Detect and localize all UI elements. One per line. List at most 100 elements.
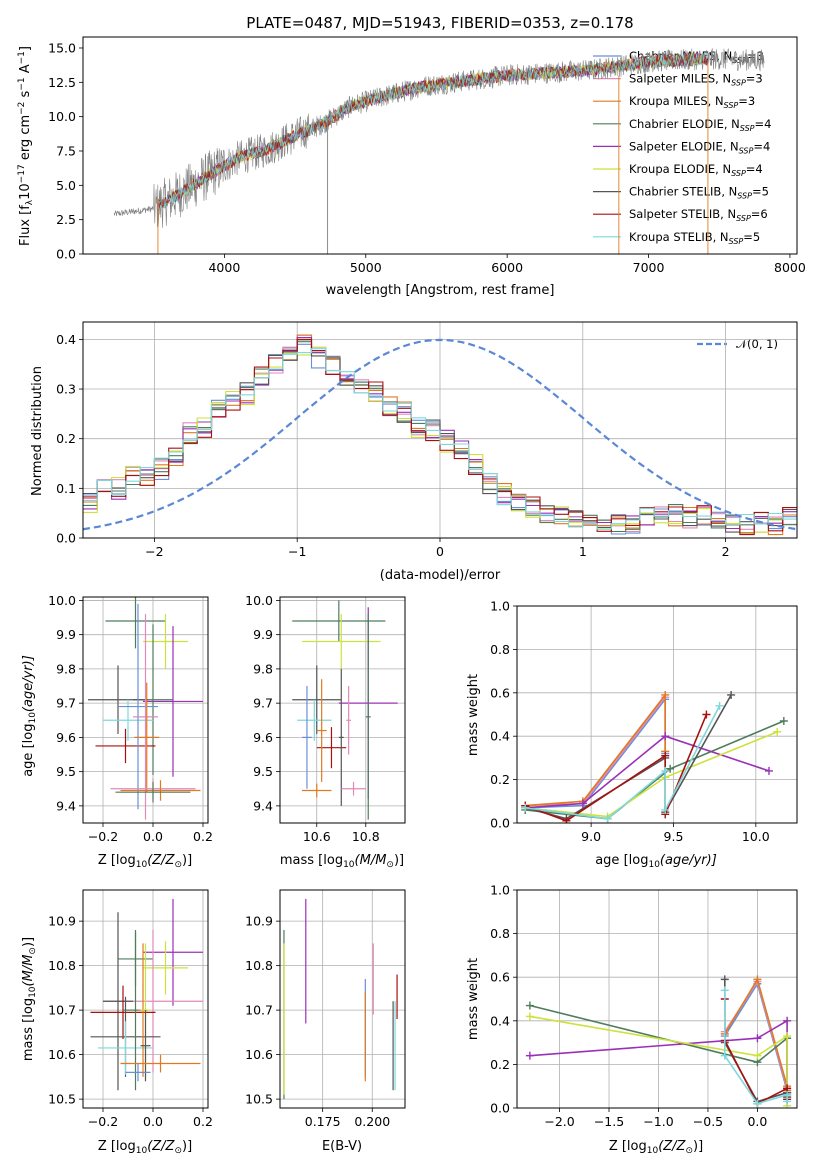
massweight-vs-z-point-marker <box>525 1012 534 1021</box>
massweight-vs-z-xtick-label: −0.5 <box>693 1114 723 1129</box>
massweight-vs-age-point-marker <box>661 732 670 741</box>
massweight-vs-z-xlabel: Z [log10(Z/Z⊙)] <box>609 1139 703 1156</box>
mass-vs-z-xtick-label: 0.0 <box>143 1114 163 1129</box>
mass-vs-z-ytick-label: 10.6 <box>48 1047 76 1062</box>
mass-vs-ebv-ytick-label: 10.7 <box>245 1003 273 1018</box>
age-vs-z-errorbar <box>134 682 160 793</box>
massweight-vs-z-ytick-label: 0.2 <box>490 1057 510 1072</box>
mass-vs-ebv-xtick-label: 0.175 <box>305 1114 341 1129</box>
residuals-ytick-label: 0.0 <box>56 531 76 546</box>
age-vs-z-ylabel: age [log10(age/yr)] <box>21 655 38 777</box>
age-vs-z-ytick-label: 9.7 <box>56 696 76 711</box>
model-spectrum-kroupa-stelib <box>157 53 708 212</box>
massweight-vs-z-ytick-label: 0.0 <box>490 1101 510 1116</box>
residuals-frame <box>82 321 798 539</box>
massweight-vs-age-series-line <box>525 731 778 818</box>
massweight-vs-age-point-marker <box>765 766 773 775</box>
age-vs-z-ytick-label: 9.4 <box>56 798 76 813</box>
massweight-vs-age-point-marker <box>603 814 612 823</box>
mass-vs-z-ytick-label: 10.9 <box>48 914 76 929</box>
mass-vs-ebv-xtick-label: 0.200 <box>354 1114 390 1129</box>
legend-label: Chabrier ELODIE, NSSP=4 <box>629 117 771 133</box>
residuals-xtick-label: −1 <box>288 544 306 559</box>
spectrum-ytick-label: 15.0 <box>48 40 76 55</box>
model-spectrum-salpeter-miles <box>157 52 708 211</box>
mass-vs-z-panel: Z [log10(Z/Z⊙)] mass [log10(M/M⊙)] −0.2 0… <box>21 889 213 1156</box>
age-vs-z-ytick-label: 9.8 <box>56 661 76 676</box>
age-vs-mass-errorbar <box>297 699 332 741</box>
spectrum-xtick-label: 8000 <box>774 260 806 275</box>
age-vs-mass-errorbar <box>302 614 381 669</box>
mass-vs-ebv-plot-area <box>280 890 405 1108</box>
mass-vs-z-xtick-label: −0.2 <box>88 1114 118 1129</box>
spectrum-xtick-label: 5000 <box>350 260 382 275</box>
spectrum-xtick-label: 6000 <box>491 260 523 275</box>
age-vs-z-plot-area <box>83 597 208 823</box>
residuals-xtick-label: 0 <box>436 544 444 559</box>
spectrum-ytick-label: 0.0 <box>56 247 76 262</box>
legend-label: Kroupa ELODIE, NSSP=4 <box>629 162 763 178</box>
mass-vs-ebv-ytick-label: 10.5 <box>245 1092 273 1107</box>
massweight-vs-z-point-marker <box>525 1051 534 1060</box>
massweight-vs-z-ytick-label: 0.4 <box>490 1013 510 1028</box>
residual-hist-kroupa-stelib <box>83 348 797 530</box>
massweight-vs-z-panel: Z [log10(Z/Z⊙)] mass weight −2.0 −1.5 −1.0… <box>466 883 798 1156</box>
mass-vs-z-ytick-label: 10.5 <box>48 1092 76 1107</box>
mass-vs-z-errorbar <box>103 912 133 1091</box>
mass-vs-ebv-xlabel: E(B-V) <box>322 1139 362 1154</box>
massweight-vs-z-plot-area <box>517 890 797 1108</box>
legend-label: Kroupa MILES, NSSP=3 <box>629 94 755 110</box>
age-vs-mass-errorbar <box>338 668 344 806</box>
massweight-vs-age-point-marker <box>715 701 724 710</box>
residuals-ylabel: Normed distribution <box>30 366 45 496</box>
age-vs-mass-xtick-label: 10.8 <box>352 829 380 844</box>
massweight-vs-z-point-marker <box>783 1016 792 1025</box>
legend-label: Salpeter MILES, NSSP=3 <box>629 72 763 88</box>
residual-hist-salpeter-stelib <box>83 338 797 536</box>
mass-vs-z-ytick-label: 10.8 <box>48 958 76 973</box>
massweight-vs-z-xtick-label: 0.0 <box>747 1114 767 1129</box>
spectrum-ytick-label: 7.5 <box>56 143 76 158</box>
massweight-vs-z-series-line <box>529 1015 788 1106</box>
massweight-vs-age-series-line <box>525 735 770 809</box>
residuals-plot-area <box>83 322 797 538</box>
massweight-vs-z-series-line <box>724 990 788 1105</box>
massweight-vs-age-panel: age [log10(age/yr)] mass weight 9.0 9.5 10… <box>466 599 798 870</box>
massweight-vs-z-point-marker <box>783 1097 792 1106</box>
age-vs-mass-xlabel: mass [log10(M/M⊙)] <box>280 853 404 870</box>
age-vs-mass-ytick-label: 9.4 <box>253 798 273 813</box>
legend-label: Salpeter ELODIE, NSSP=4 <box>629 139 770 155</box>
spectrum-xtick-label: 4000 <box>208 260 240 275</box>
normal-curve <box>83 338 797 531</box>
age-vs-z-errorbar <box>143 614 188 669</box>
age-vs-mass-errorbar <box>302 686 312 789</box>
massweight-vs-age-series-line <box>525 692 666 807</box>
massweight-vs-age-point-marker <box>666 764 675 773</box>
age-vs-mass-errorbar <box>365 614 371 820</box>
model-spectrum-salpeter-stelib <box>157 52 708 211</box>
mass-vs-ebv-ytick-label: 10.6 <box>245 1047 273 1062</box>
massweight-vs-age-point-marker <box>727 690 736 699</box>
massweight-vs-z-xtick-label: −2.0 <box>544 1114 574 1129</box>
model-spectrum-salpeter-elodie <box>157 52 708 211</box>
spectrum-ytick-label: 10.0 <box>48 109 76 124</box>
residuals-panel: (data-model)/error Normed distribution 𝒩… <box>30 321 798 583</box>
massweight-vs-age-point-marker <box>661 751 670 760</box>
massweight-vs-z-point-marker <box>753 975 762 984</box>
age-vs-z-errorbar <box>105 597 166 649</box>
massweight-vs-z-ylabel: mass weight <box>466 958 481 1040</box>
massweight-vs-z-point-marker <box>720 975 729 984</box>
mass-vs-z-errorbar <box>98 1021 153 1075</box>
age-vs-z-ytick-label: 9.9 <box>56 627 76 642</box>
age-vs-z-errorbar <box>118 603 158 810</box>
massweight-vs-age-plot-area <box>517 606 797 823</box>
age-vs-mass-panel: mass [log10(M/M⊙)] 10.6 10.8 9.4 9.5 9.6 9.7 9… <box>245 593 406 870</box>
age-vs-z-frame <box>82 596 209 824</box>
age-vs-mass-errorbar <box>316 679 327 782</box>
model-spectrum-chabrier-stelib <box>157 52 708 209</box>
age-vs-z-errorbar <box>120 780 201 801</box>
massweight-vs-z-point-marker <box>783 1032 792 1041</box>
mass-vs-z-errorbar <box>143 898 203 1006</box>
mass-vs-z-xtick-label: 0.2 <box>193 1114 213 1129</box>
